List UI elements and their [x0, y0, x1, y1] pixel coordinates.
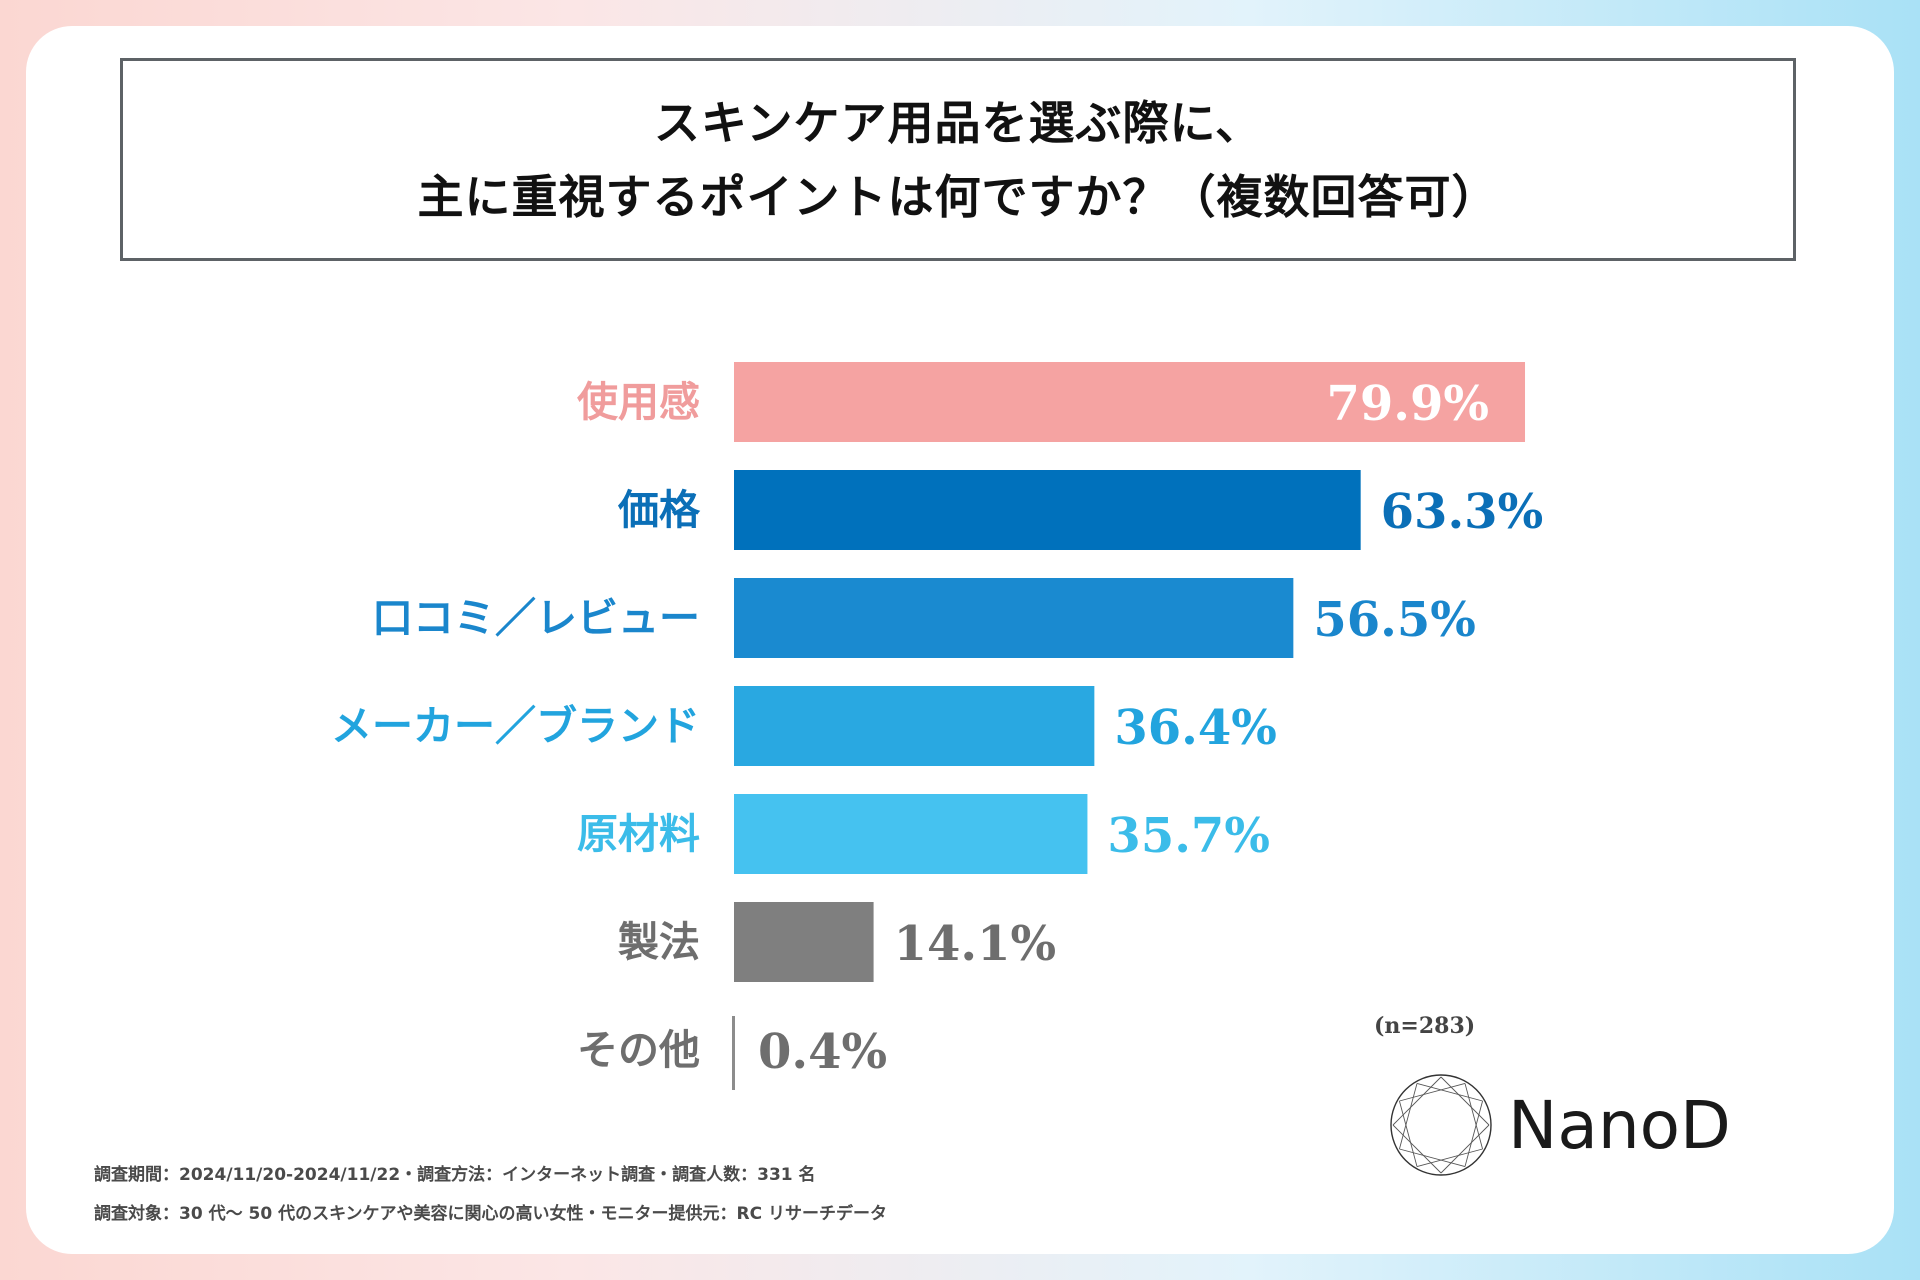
logo-facet — [1464, 1100, 1484, 1167]
logo-facet — [1392, 1076, 1442, 1126]
bar — [734, 902, 874, 982]
logo-text: NanoD — [1508, 1086, 1731, 1164]
logo: NanoD — [1386, 1070, 1731, 1180]
title-box: スキンケア用品を選ぶ際に、 主に重視するポイントは何ですか？（複数回答可） — [120, 58, 1796, 261]
logo-facet — [1399, 1082, 1466, 1102]
survey-target-note: 調査対象：30 代〜 50 代のスキンケアや美容に関心の高い女性・モニター提供元… — [94, 1204, 888, 1224]
value-label: 56.5% — [1313, 592, 1476, 648]
logo-facet — [1440, 1076, 1490, 1126]
logo-facet — [1464, 1083, 1484, 1150]
logo-facet — [1416, 1082, 1483, 1102]
logo-ring — [1390, 1074, 1492, 1176]
value-label: 14.1% — [894, 916, 1057, 972]
category-label: その他 — [577, 1026, 700, 1074]
value-label: 79.9% — [1326, 376, 1489, 432]
value-label: 35.7% — [1107, 808, 1270, 864]
logo-facet — [1416, 1148, 1483, 1168]
bar — [734, 794, 1088, 874]
category-label: 使用感 — [577, 378, 700, 426]
value-label: 63.3% — [1381, 484, 1544, 540]
bar — [734, 578, 1294, 658]
title-line-1: スキンケア用品を選ぶ際に、 — [653, 95, 1263, 150]
logo-facet — [1392, 1124, 1442, 1174]
category-label: メーカー／ブランド — [331, 702, 700, 750]
value-label: 0.4% — [758, 1024, 887, 1080]
logo-facet — [1440, 1124, 1490, 1174]
category-label: 口コミ／レビュー — [372, 594, 700, 642]
bar — [734, 362, 1526, 442]
sample-size-note: (n=283) — [1374, 1013, 1476, 1039]
bar — [732, 1016, 735, 1090]
title-line-2: 主に重視するポイントは何ですか？（複数回答可） — [417, 169, 1499, 224]
value-label: 36.4% — [1114, 700, 1277, 756]
category-label: 製法 — [618, 918, 700, 966]
logo-facet — [1399, 1148, 1466, 1168]
category-label: 価格 — [617, 486, 701, 534]
category-label: 原材料 — [577, 810, 700, 858]
card-background: スキンケア用品を選ぶ際に、 主に重視するポイントは何ですか？（複数回答可） — [26, 26, 1894, 1254]
diamond-ring-icon — [1390, 1074, 1492, 1176]
bar — [734, 686, 1095, 766]
survey-period-note: 調査期間：2024/11/20-2024/11/22・調査方法：インターネット調… — [94, 1165, 816, 1185]
bar — [734, 470, 1361, 550]
logo-facet — [1398, 1083, 1418, 1150]
logo-facet — [1398, 1100, 1418, 1167]
